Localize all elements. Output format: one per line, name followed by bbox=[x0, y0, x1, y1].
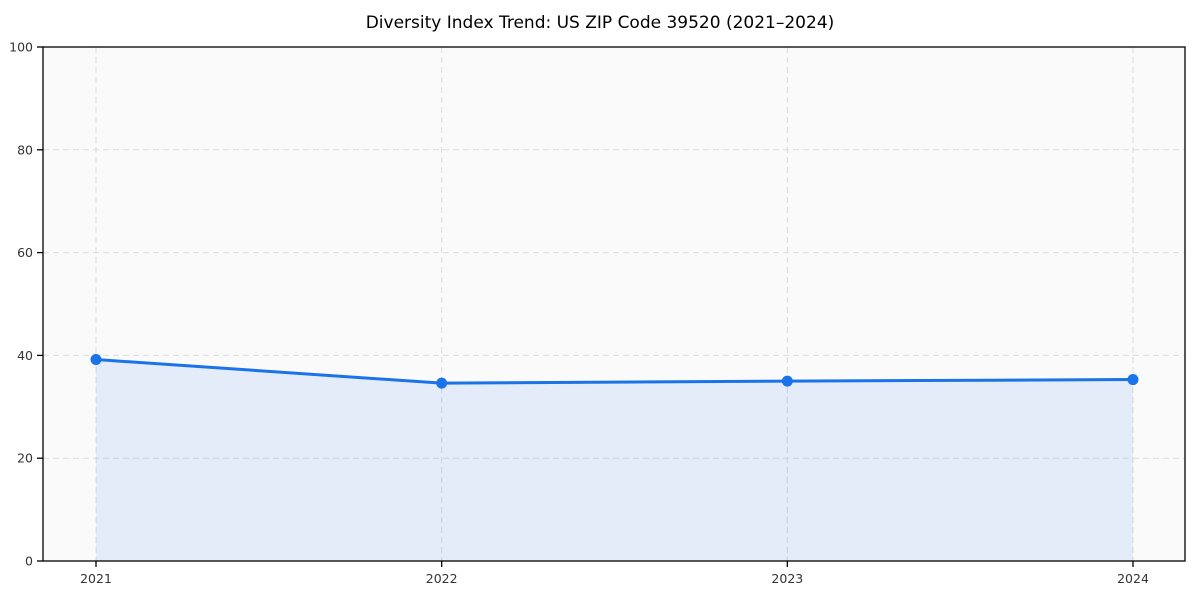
y-axis-tick-label: 40 bbox=[17, 348, 33, 363]
y-axis-tick-label: 60 bbox=[17, 245, 33, 260]
data-point-2021 bbox=[90, 354, 102, 366]
x-axis-tick-label: 2022 bbox=[426, 571, 458, 586]
trend-line bbox=[94, 358, 1135, 385]
plot-area-background bbox=[43, 47, 1185, 561]
x-axis-tick-label: 2024 bbox=[1117, 571, 1149, 586]
data-point-2023 bbox=[781, 375, 793, 387]
plot-border bbox=[42, 46, 1186, 562]
chart-title: Diversity Index Trend: US ZIP Code 39520… bbox=[365, 13, 835, 33]
x-axis-tick-label: 2023 bbox=[771, 571, 803, 586]
y-axis-tick-label: 20 bbox=[17, 451, 33, 466]
x-axis-tick-label: 2021 bbox=[80, 571, 112, 586]
data-point-2024 bbox=[1127, 374, 1139, 386]
y-axis-tick-label: 80 bbox=[17, 142, 33, 157]
data-point-2022 bbox=[436, 377, 448, 389]
area-fill bbox=[96, 359, 1133, 561]
y-axis-tick-label: 0 bbox=[25, 554, 33, 569]
y-axis-tick-label: 100 bbox=[9, 40, 33, 55]
